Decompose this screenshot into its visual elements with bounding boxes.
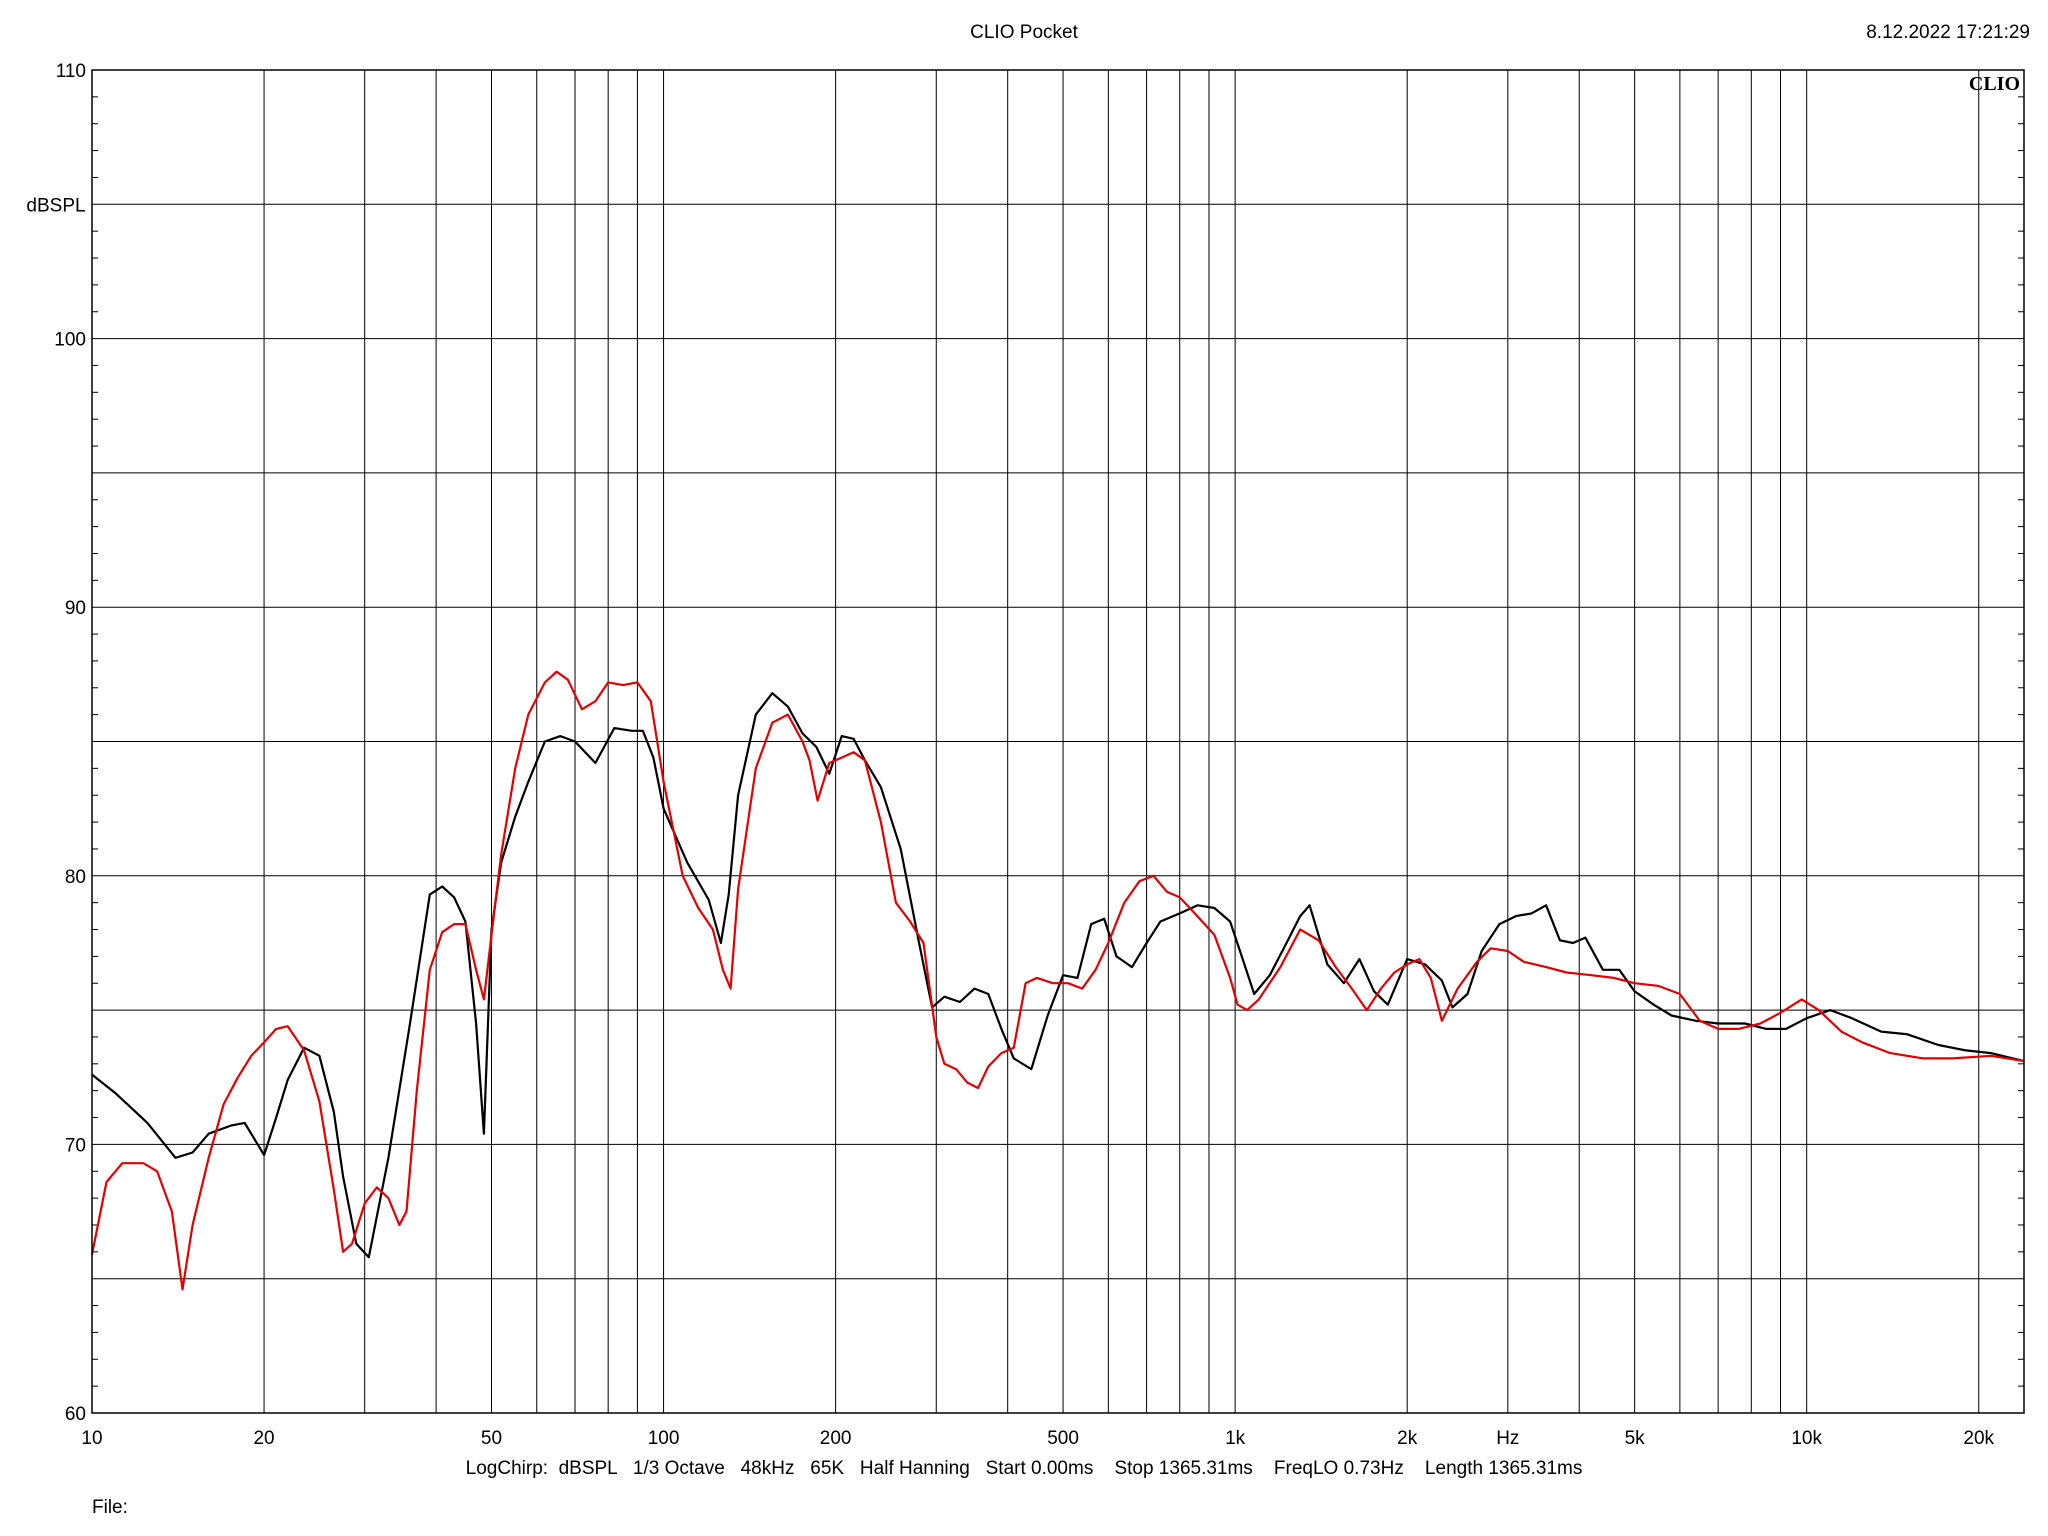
y-tick-label: 70 bbox=[65, 1135, 86, 1156]
x-tick-label: 10 bbox=[81, 1428, 102, 1449]
x-tick-label: 2k bbox=[1397, 1428, 1418, 1449]
x-tick-label: 1k bbox=[1225, 1428, 1246, 1449]
y-tick-label: 80 bbox=[65, 867, 86, 888]
x-tick-label: 20 bbox=[253, 1428, 274, 1449]
x-tick-label: 20k bbox=[1963, 1428, 1994, 1449]
x-tick-label: 100 bbox=[648, 1428, 680, 1449]
series-line-1 bbox=[91, 692, 2025, 1259]
x-tick-label: 10k bbox=[1791, 1428, 1822, 1449]
x-tick-label: 200 bbox=[820, 1428, 852, 1449]
series-layer bbox=[90, 670, 2025, 1291]
timestamp: 8.12.2022 17:21:29 bbox=[1866, 22, 2030, 43]
x-unit-label: Hz bbox=[1496, 1428, 1519, 1449]
plot-frame bbox=[91, 69, 2025, 1414]
chart-title: CLIO Pocket bbox=[970, 22, 1078, 43]
y-tick-label: 110 bbox=[56, 61, 86, 82]
x-tick-label: 50 bbox=[481, 1428, 502, 1449]
y-tick-label: 60 bbox=[65, 1404, 86, 1425]
axis-labels: 60 70 80 90 100 110 dBSPL 10 20 50 100 200 500 1k 2k 5k… bbox=[26, 61, 1994, 1449]
measurement-settings: LogChirp: dBSPL 1/3 Octave 48kHz 65K Hal… bbox=[465, 1458, 1583, 1479]
file-label: File: bbox=[92, 1497, 128, 1518]
x-tick-label: 5k bbox=[1625, 1428, 1646, 1449]
y-axis-label: dBSPL bbox=[26, 195, 85, 216]
clio-logo: CLIO bbox=[1969, 73, 2020, 95]
grid bbox=[92, 69, 2024, 1414]
y-tick-label: 100 bbox=[54, 330, 86, 351]
y-tick-label: 90 bbox=[65, 598, 86, 619]
series-line-2 bbox=[90, 670, 2025, 1291]
x-tick-label: 500 bbox=[1047, 1428, 1079, 1449]
